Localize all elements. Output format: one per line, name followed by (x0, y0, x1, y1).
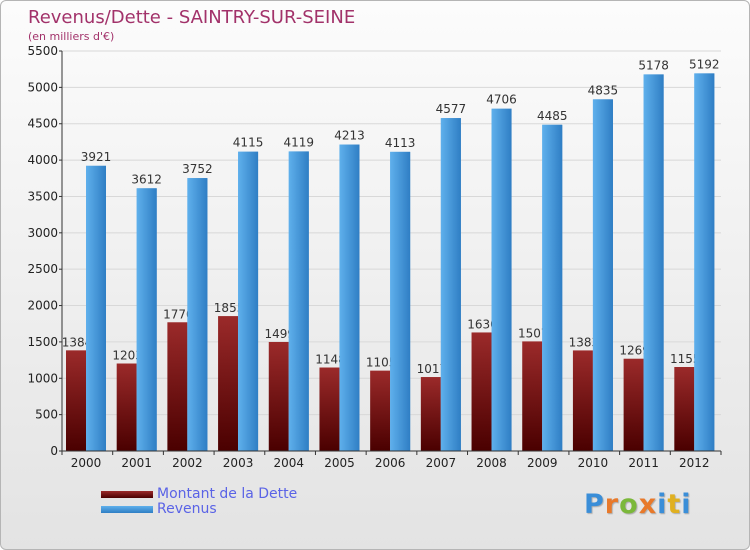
x-tick-label-2003: 2003 (223, 456, 254, 470)
bar-dette-2009 (522, 341, 543, 451)
x-tick-label-2000: 2000 (71, 456, 102, 470)
bar-dette-2008 (471, 332, 492, 451)
value-label-dette-2009: 1507 (518, 326, 549, 340)
bar-revenus-overlay-2010 (592, 99, 613, 451)
logo-letter: i (657, 489, 668, 520)
bar-dette-2011 (623, 358, 644, 451)
value-label-dette-2007: 1017 (417, 362, 448, 376)
y-tick-label-4000: 4000 (27, 153, 58, 167)
x-tick-label-2011: 2011 (628, 456, 659, 470)
value-label-dette-2011: 1269 (619, 344, 650, 358)
value-label-revenus-2006: 4113 (385, 136, 416, 150)
bar-revenus-overlay-2006 (390, 151, 411, 451)
logo-letter: P (584, 489, 605, 520)
y-tick-label-1000: 1000 (27, 371, 58, 385)
value-label-dette-2004: 1499 (264, 327, 295, 341)
y-tick-label-2500: 2500 (27, 262, 58, 276)
bar-revenus-overlay-2001 (136, 188, 157, 452)
bar-dette-2001 (116, 363, 137, 451)
logo-letter: t (667, 489, 682, 520)
y-tick-label-1500: 1500 (27, 335, 58, 349)
bar-dette-2007 (420, 377, 441, 451)
bar-dette-2004 (268, 341, 289, 451)
x-tick-label-2002: 2002 (172, 456, 203, 470)
x-tick-label-2004: 2004 (273, 456, 304, 470)
bar-revenus-overlay-2000 (86, 165, 106, 451)
x-tick-label-2006: 2006 (375, 456, 406, 470)
legend-item-dette: Montant de la Dette (101, 487, 297, 502)
value-label-revenus-2000: 3921 (81, 150, 112, 164)
bar-dette-2003 (218, 316, 239, 451)
bar-dette-2012 (674, 367, 695, 451)
value-label-revenus-2005: 4213 (334, 129, 365, 143)
value-label-dette-2002: 1770 (163, 307, 194, 321)
bar-revenus-overlay-2005 (339, 144, 360, 451)
bar-dette-2010 (572, 350, 593, 451)
bar-revenus-overlay-2008 (491, 108, 512, 451)
bar-revenus-overlay-2007 (440, 118, 461, 452)
value-label-revenus-2010: 4835 (588, 83, 619, 97)
value-label-dette-2010: 1383 (569, 335, 600, 349)
value-label-dette-2012: 1155 (670, 352, 701, 366)
value-label-dette-2006: 1105 (366, 356, 397, 370)
bar-dette-2005 (319, 367, 340, 451)
bars: 1384 1203 1770 1855 1499 1148 1105 1017 1630 1507… (62, 57, 720, 452)
x-tick-label-2009: 2009 (527, 456, 558, 470)
bar-revenus-overlay-2009 (542, 124, 563, 452)
x-tick-label-2007: 2007 (426, 456, 457, 470)
value-label-revenus-2003: 4115 (233, 136, 264, 150)
x-tick-label-2010: 2010 (578, 456, 609, 470)
axes: 0 500 1000 1500 2000 2500 3000 3500 4000 4500 5000… (27, 44, 722, 470)
chart-subtitle: (en milliers d'€) (28, 30, 115, 43)
legend-label-dette: Montant de la Dette (157, 486, 298, 502)
y-tick-label-500: 500 (35, 408, 58, 422)
value-label-dette-2005: 1148 (315, 353, 346, 367)
y-tick-label-2000: 2000 (27, 299, 58, 313)
legend-label-revenus: Revenus (157, 501, 217, 517)
chart-title: Revenus/Dette - SAINTRY-SUR-SEINE (28, 7, 356, 28)
value-label-revenus-2002: 3752 (182, 162, 213, 176)
x-tick-label-2012: 2012 (679, 456, 710, 470)
value-label-dette-2000: 1384 (62, 335, 93, 349)
legend-swatch-revenus (101, 506, 153, 513)
value-label-revenus-2009: 4485 (537, 109, 568, 123)
y-tick-label-5000: 5000 (27, 80, 58, 94)
y-tick-label-3000: 3000 (27, 226, 58, 240)
logo-letter: o (619, 489, 639, 520)
y-tick-label-4500: 4500 (27, 117, 58, 131)
bar-revenus-overlay-2002 (187, 178, 208, 452)
value-label-dette-2008: 1630 (467, 317, 498, 331)
bar-revenus-overlay-2011 (643, 74, 664, 451)
y-tick-label-0: 0 (50, 444, 58, 458)
proxiti-logo: Proxiti (584, 489, 692, 520)
x-tick-label-2008: 2008 (476, 456, 507, 470)
y-tick-label-5500: 5500 (27, 44, 58, 58)
logo-letter: x (638, 489, 658, 520)
value-label-revenus-2008: 4706 (486, 93, 517, 107)
value-label-revenus-2012: 5192 (689, 57, 720, 71)
legend-item-revenus: Revenus (101, 502, 297, 517)
bar-dette-2000 (66, 350, 86, 451)
value-label-dette-2001: 1203 (112, 349, 143, 363)
value-label-revenus-2001: 3612 (131, 172, 162, 186)
legend: Montant de la Dette Revenus (101, 487, 297, 517)
bar-revenus-overlay-2003 (238, 151, 259, 451)
bar-dette-2006 (370, 370, 391, 451)
logo-letter: i (681, 489, 692, 520)
value-label-dette-2003: 1855 (214, 301, 245, 315)
x-tick-label-2001: 2001 (121, 456, 152, 470)
value-label-revenus-2007: 4577 (436, 102, 467, 116)
legend-swatch-dette (101, 491, 153, 498)
logo-letter: r (604, 489, 620, 520)
value-label-revenus-2011: 5178 (638, 58, 669, 72)
bar-dette-2002 (167, 322, 188, 451)
y-tick-label-3500: 3500 (27, 189, 58, 203)
bar-revenus-overlay-2012 (694, 73, 715, 452)
bar-revenus-overlay-2004 (288, 151, 309, 451)
value-label-revenus-2004: 4119 (283, 135, 314, 149)
x-tick-label-2005: 2005 (324, 456, 355, 470)
